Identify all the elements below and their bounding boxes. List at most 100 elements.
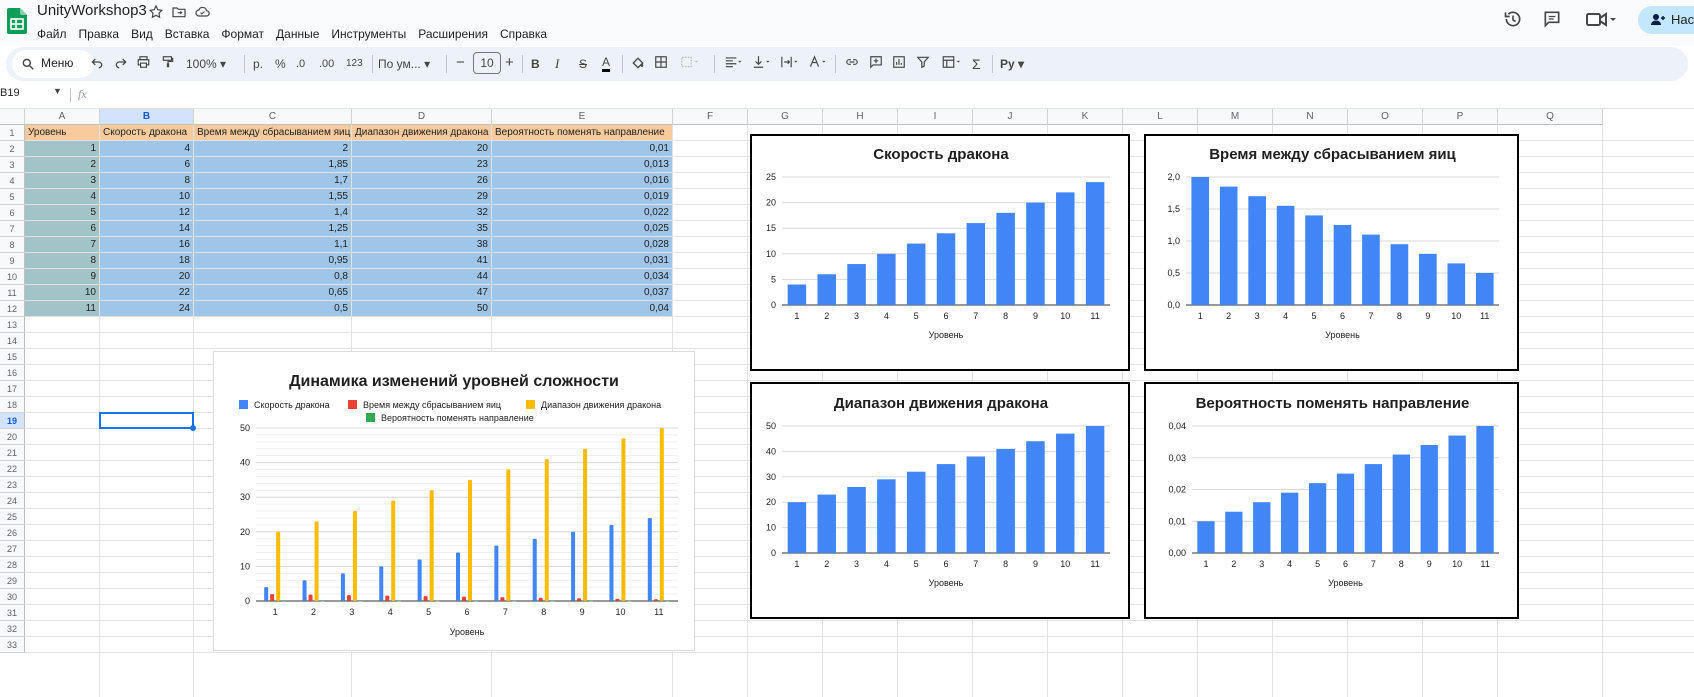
bar[interactable] (787, 284, 807, 305)
column-header-f[interactable]: F (673, 109, 748, 125)
data-cell[interactable]: 47 (352, 285, 492, 301)
redo-icon[interactable] (114, 55, 128, 74)
row-header-6[interactable]: 6 (0, 205, 25, 221)
document-title[interactable]: UnityWorkshop3 (37, 2, 147, 19)
header-cell[interactable]: Уровень (25, 125, 100, 141)
data-cell[interactable]: 0,65 (194, 285, 352, 301)
row-header-27[interactable]: 27 (0, 541, 25, 557)
data-cell[interactable]: 0,019 (492, 189, 673, 205)
bar[interactable] (1390, 244, 1409, 305)
data-cell[interactable]: 0,031 (492, 253, 673, 269)
data-cell[interactable]: 41 (352, 253, 492, 269)
bar-series-2[interactable] (653, 599, 658, 601)
row-header-26[interactable]: 26 (0, 525, 25, 541)
comments-icon[interactable] (1542, 9, 1562, 34)
bar-series-2[interactable] (538, 597, 543, 601)
row-header-28[interactable]: 28 (0, 557, 25, 573)
bar-series-2[interactable] (462, 596, 466, 601)
bar[interactable] (1085, 426, 1105, 553)
data-cell[interactable]: 0,034 (492, 269, 673, 285)
bar[interactable] (847, 264, 866, 305)
column-header-n[interactable]: N (1273, 109, 1348, 125)
data-cell[interactable]: 26 (352, 173, 492, 189)
selected-cell[interactable] (99, 412, 194, 429)
functions-button[interactable]: Σ (972, 56, 981, 72)
bar-series-4[interactable] (358, 600, 363, 602)
insert-link-icon[interactable] (844, 55, 860, 74)
bar[interactable] (877, 253, 896, 305)
bar-series-1[interactable] (609, 524, 614, 601)
bar-series-3[interactable] (391, 500, 396, 601)
data-cell[interactable]: 29 (352, 189, 492, 205)
meet-video-icon[interactable] (1585, 9, 1617, 34)
legend-label[interactable]: Скорость дракона (254, 400, 330, 410)
data-cell[interactable]: 16 (100, 237, 194, 253)
data-cell[interactable]: 0,013 (492, 157, 673, 173)
star-icon[interactable] (148, 4, 166, 22)
insert-chart-icon[interactable] (892, 55, 906, 74)
bar-series-1[interactable] (302, 580, 307, 601)
data-cell[interactable]: 24 (100, 301, 194, 317)
data-cell[interactable]: 1,1 (194, 237, 352, 253)
chevron-down-icon[interactable]: ▼ (53, 86, 62, 96)
print-icon[interactable] (136, 55, 151, 74)
bar[interactable] (1026, 202, 1045, 305)
sheets-logo-icon[interactable] (7, 8, 27, 34)
row-header-8[interactable]: 8 (0, 237, 25, 253)
row-header-15[interactable]: 15 (0, 349, 25, 365)
data-cell[interactable]: 22 (100, 285, 194, 301)
filter-icon[interactable] (916, 55, 930, 74)
fill-color-icon[interactable] (630, 55, 646, 76)
bar-series-1[interactable] (494, 545, 499, 601)
row-header-9[interactable]: 9 (0, 253, 25, 269)
header-cell[interactable]: Скорость дракона (100, 125, 194, 141)
data-cell[interactable]: 20 (100, 269, 194, 285)
cloud-status-icon[interactable] (194, 4, 212, 22)
data-cell[interactable]: 4 (100, 141, 194, 157)
zoom-select[interactable]: 100% ▾ (186, 57, 227, 71)
row-header-13[interactable]: 13 (0, 317, 25, 333)
bar[interactable] (1253, 502, 1271, 553)
data-cell[interactable]: 2 (25, 157, 100, 173)
move-folder-icon[interactable] (171, 4, 189, 22)
share-button[interactable]: Нас (1638, 6, 1694, 34)
row-header-19[interactable]: 19 (0, 413, 25, 429)
data-cell[interactable]: 5 (25, 205, 100, 221)
bar[interactable] (1364, 464, 1383, 553)
column-header-a[interactable]: A (25, 109, 100, 125)
bar[interactable] (847, 486, 866, 553)
font-family-select[interactable]: По ум... ▾ (378, 57, 431, 71)
bar-series-4[interactable] (550, 600, 555, 602)
paint-format-icon[interactable] (161, 55, 175, 74)
chart-dragon-speed[interactable]: Скорость дракона 0 5 10 15 20 25 1 2 3 4 5 6 7 8 9 10 11 У… (750, 134, 1130, 371)
bar-series-4[interactable] (627, 600, 632, 602)
chart-movement-range[interactable]: Диапазон движения дракона 0 10 20 30 40 50 1 2 3 4… (750, 382, 1130, 619)
bar-series-2[interactable] (615, 598, 620, 601)
column-header-q[interactable]: Q (1498, 109, 1603, 125)
bar[interactable] (1475, 273, 1494, 305)
row-header-14[interactable]: 14 (0, 333, 25, 349)
row-header-17[interactable]: 17 (0, 381, 25, 397)
row-header-23[interactable]: 23 (0, 477, 25, 493)
column-header-d[interactable]: D (352, 109, 492, 125)
data-cell[interactable]: 1,4 (194, 205, 352, 221)
menu-tools[interactable]: Инструменты (331, 27, 407, 41)
bar-series-2[interactable] (500, 597, 505, 601)
bar-series-3[interactable] (429, 490, 434, 601)
bold-button[interactable]: B (531, 57, 540, 71)
insert-comment-icon[interactable] (869, 55, 883, 74)
bar[interactable] (966, 223, 986, 305)
bar-series-2[interactable] (308, 594, 313, 601)
version-history-icon[interactable] (1503, 9, 1523, 34)
bar[interactable] (1085, 182, 1105, 305)
bar[interactable] (1448, 435, 1466, 553)
row-header-18[interactable]: 18 (0, 397, 25, 413)
bar-series-4[interactable] (512, 600, 517, 602)
menu-insert[interactable]: Вставка (164, 27, 210, 41)
data-cell[interactable]: 0,016 (492, 173, 673, 189)
row-header-1[interactable]: 1 (0, 125, 25, 141)
column-header-j[interactable]: J (973, 109, 1048, 125)
bar-series-3[interactable] (468, 479, 472, 601)
data-cell[interactable]: 0,01 (492, 141, 673, 157)
data-cell[interactable]: 8 (100, 173, 194, 189)
